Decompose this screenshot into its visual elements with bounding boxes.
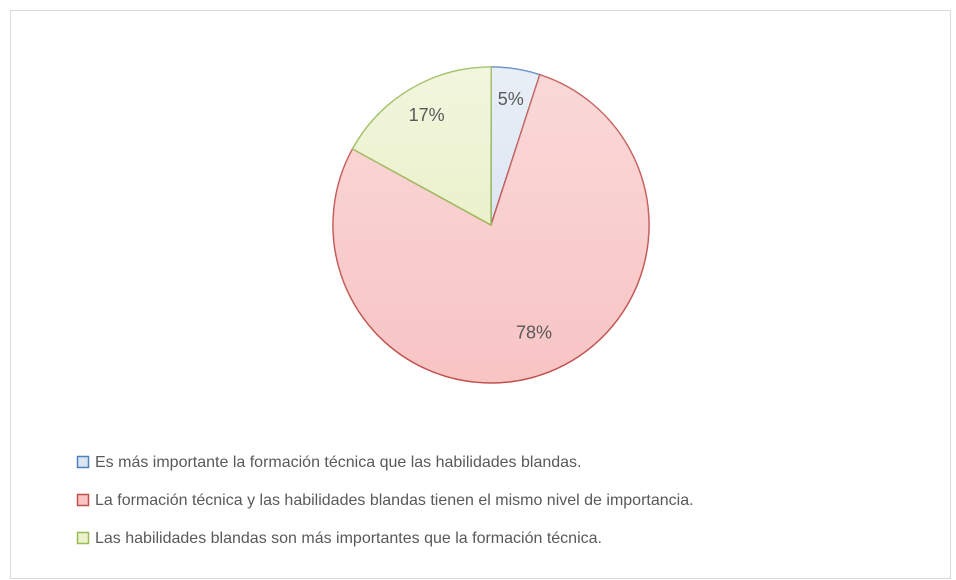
- legend-swatch: [76, 493, 90, 507]
- legend-swatch: [76, 455, 90, 469]
- data-label: 5%: [498, 89, 524, 109]
- legend-label: La formación técnica y las habilidades b…: [95, 492, 694, 509]
- legend-swatch: [76, 531, 90, 545]
- legend-label: Las habilidades blandas son más importan…: [95, 530, 602, 547]
- slice-shade: [352, 66, 491, 225]
- slice-shade: [333, 74, 649, 384]
- data-label: 78%: [516, 322, 552, 342]
- legend-label: Es más importante la formación técnica q…: [95, 454, 582, 471]
- data-label: 17%: [409, 105, 445, 125]
